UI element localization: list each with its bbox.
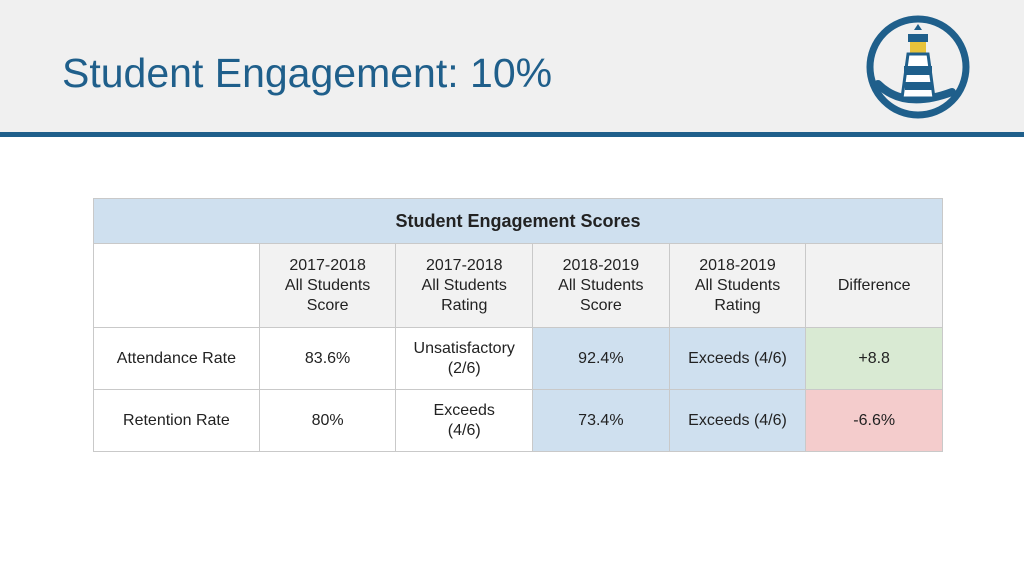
table-cell: 83.6% [258, 327, 397, 390]
header-difference: Difference [805, 243, 943, 328]
header-label: 2017-2018 All Students Score [284, 256, 371, 314]
row-label: Attendance Rate [93, 327, 260, 390]
difference-cell: +8.8 [805, 327, 943, 390]
lighthouse-icon [866, 15, 970, 119]
engagement-scores-table: Student Engagement Scores 2017-2018 All … [93, 198, 943, 452]
header-blank-cell [93, 243, 260, 328]
slide-title: Student Engagement: 10% [62, 50, 553, 96]
table-header-row: 2017-2018 All Students Score 2017-2018 A… [93, 243, 943, 328]
table-cell: Exceeds (4/6) [668, 389, 807, 452]
row-label: Retention Rate [93, 389, 260, 452]
slide-header [0, 0, 1024, 132]
header-2018-rating: 2018-2019 All Students Rating [668, 243, 807, 328]
difference-cell: -6.6% [805, 389, 943, 452]
table-cell: 73.4% [532, 389, 670, 452]
header-2017-score: 2017-2018 All Students Score [258, 243, 397, 328]
table-cell: Unsatisfactory (2/6) [395, 327, 534, 390]
table-cell: 92.4% [532, 327, 670, 390]
header-label: 2018-2019 All Students Score [558, 256, 644, 314]
table-row: Attendance Rate 83.6% Unsatisfactory (2/… [93, 327, 943, 390]
table-cell: Exceeds (4/6) [668, 327, 807, 390]
table-caption: Student Engagement Scores [93, 198, 943, 244]
cell-text: Exceeds (4/6) [433, 401, 495, 439]
table-caption-row: Student Engagement Scores [93, 198, 943, 244]
header-divider [0, 132, 1024, 137]
header-2018-score: 2018-2019 All Students Score [532, 243, 670, 328]
header-label: 2018-2019 All Students Rating [694, 256, 781, 314]
cell-text: Unsatisfactory (2/6) [413, 339, 515, 377]
header-label: Difference [837, 276, 911, 294]
table-row: Retention Rate 80% Exceeds (4/6) 73.4% E… [93, 389, 943, 452]
header-label: 2017-2018 All Students Rating [421, 256, 507, 314]
table-cell: Exceeds (4/6) [395, 389, 534, 452]
header-2017-rating: 2017-2018 All Students Rating [395, 243, 534, 328]
table-cell: 80% [258, 389, 397, 452]
